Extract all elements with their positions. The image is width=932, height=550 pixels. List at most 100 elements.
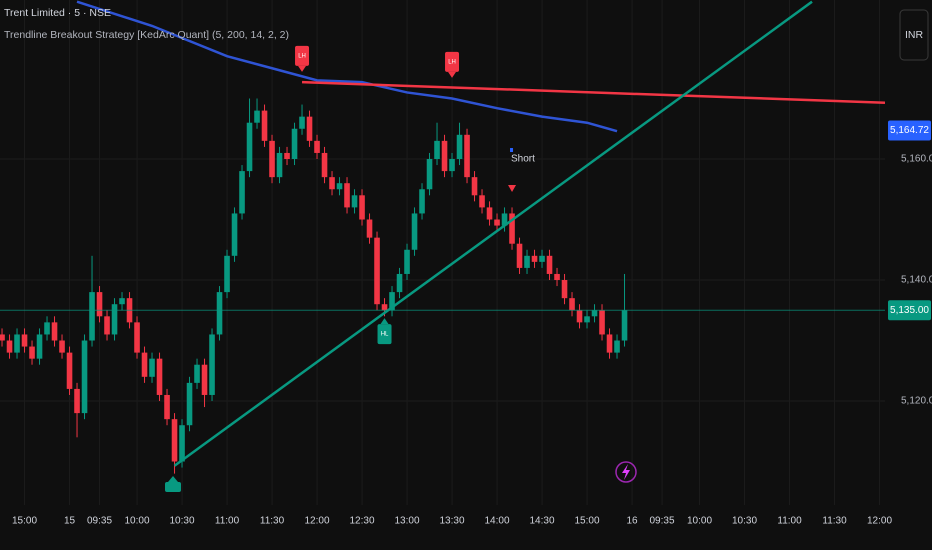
candle-body <box>546 255 553 274</box>
candle-body <box>284 152 290 160</box>
annotation-pointer <box>298 65 307 72</box>
candle-body <box>74 388 80 414</box>
x-tick-label: 11:30 <box>260 516 285 527</box>
plot-area: LH LH HL Short <box>0 0 885 474</box>
x-tick-label: 11:00 <box>777 516 802 527</box>
x-tick-label: 13:30 <box>440 516 465 527</box>
x-tick-label: 12:30 <box>350 516 375 527</box>
x-tick-label: 16 <box>626 516 638 527</box>
x-tick-label: 12:00 <box>305 516 330 527</box>
candle-body <box>336 183 343 190</box>
candle-body <box>119 298 125 305</box>
currency-label[interactable]: INR <box>905 29 924 41</box>
candle-body <box>584 316 590 323</box>
candle-body <box>381 304 388 311</box>
candle-body <box>621 310 628 341</box>
candle-body <box>471 177 478 196</box>
candle-body <box>66 352 73 389</box>
candle-body <box>104 316 110 335</box>
y-tick-label: 5,140.00 <box>901 275 932 286</box>
signal-label: Short <box>511 154 535 165</box>
candle-body <box>111 304 118 335</box>
currency-button[interactable] <box>899 9 929 61</box>
annotation-label: LH <box>298 53 306 59</box>
annotation-pointer <box>448 71 457 78</box>
x-tick-label: 15:00 <box>575 516 600 527</box>
candle-body <box>359 195 365 220</box>
candle-body <box>96 292 103 317</box>
x-tick-label: 10:00 <box>687 516 712 527</box>
candle-body <box>246 122 253 172</box>
candle-body <box>156 358 163 395</box>
candle-body <box>224 255 230 293</box>
candle-body <box>194 364 200 383</box>
candle-body <box>14 334 20 353</box>
candle-body <box>411 213 418 250</box>
candle-body <box>201 364 208 395</box>
candle-body <box>81 340 88 414</box>
candle-body <box>486 207 493 220</box>
candle-body <box>276 152 283 178</box>
candle-body <box>164 394 170 420</box>
price-label-box <box>888 120 931 141</box>
candle-body <box>59 340 65 353</box>
candle-body <box>306 116 313 141</box>
annotation-box <box>295 45 310 66</box>
candle-body <box>239 171 245 214</box>
x-tick-label: 09:35 <box>650 516 675 527</box>
candle-body <box>531 255 538 262</box>
candle-body <box>36 334 43 359</box>
candle-body <box>591 310 598 317</box>
x-tick-label: 11:00 <box>215 516 240 527</box>
candle-body <box>419 189 425 214</box>
candle-body <box>261 110 268 141</box>
overlay-line <box>76 0 618 133</box>
candle-body <box>51 322 58 341</box>
candle-body <box>434 140 440 160</box>
candle-body <box>449 159 455 172</box>
candle-body <box>171 419 178 462</box>
candle-body <box>404 249 410 274</box>
candle-body <box>606 334 613 353</box>
candle-body <box>561 280 568 299</box>
x-tick-label: 11:30 <box>822 516 847 527</box>
x-tick-label: 13:00 <box>395 516 420 527</box>
signal-tick <box>510 148 514 153</box>
candle-body <box>351 195 358 208</box>
alert-icon[interactable] <box>615 461 637 483</box>
candle-body <box>291 128 298 160</box>
candle-body <box>614 340 620 353</box>
low-marker <box>165 476 181 492</box>
candle-body <box>501 213 508 226</box>
x-tick-label: 10:30 <box>170 516 195 527</box>
x-tick-label: 10:30 <box>732 516 757 527</box>
candle-body <box>186 382 193 426</box>
candle-body <box>494 219 500 226</box>
x-tick-label: 15 <box>64 516 76 527</box>
candle-body <box>134 322 140 353</box>
candle-body <box>209 334 215 395</box>
candle-body <box>216 292 223 335</box>
candle-body <box>576 310 583 323</box>
candle-body <box>389 292 395 311</box>
candle-body <box>464 134 470 178</box>
candle-body <box>21 334 28 347</box>
candle-body <box>509 213 515 244</box>
candle-body <box>29 346 35 359</box>
y-tick-label: 5,160.00 <box>901 154 932 165</box>
candle-body <box>374 237 380 305</box>
x-tick-label: 14:00 <box>485 516 510 527</box>
candle-body <box>426 159 433 190</box>
candle-body <box>89 292 95 341</box>
candle-body <box>179 425 185 462</box>
symbol-title: Trent Limited · 5 · NSE <box>4 7 111 19</box>
x-tick-label: 09:35 <box>87 516 112 527</box>
x-tick-label: 15:00 <box>12 516 37 527</box>
candle-body <box>231 213 238 256</box>
candle-body <box>344 183 350 208</box>
y-tick-label: 5,120.00 <box>901 396 932 407</box>
candle-body <box>456 134 463 160</box>
candle-body <box>44 322 50 335</box>
